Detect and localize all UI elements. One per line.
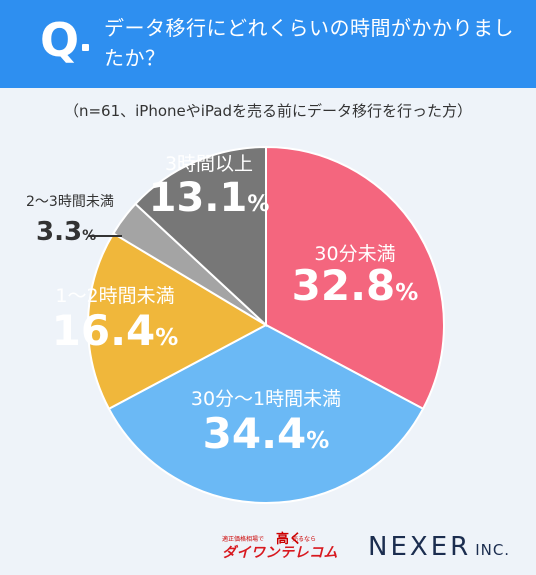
- slice-value: 13.1%: [149, 175, 270, 221]
- q-mark: Q: [40, 13, 80, 67]
- logo-brand: ダイワンテレコム: [222, 545, 338, 561]
- daiwan-telecom-logo: 適正価格相場で 高く 売るなら ダイワンテレコム: [222, 528, 342, 564]
- slice-value: 34.4%: [203, 409, 330, 458]
- nexer-logo-inc: INC.: [475, 541, 511, 559]
- slice-value: 3.3%: [36, 217, 96, 247]
- slice-value: 32.8%: [292, 261, 419, 310]
- slice-label: 3時間以上: [165, 153, 253, 175]
- slice-value: 16.4%: [52, 306, 179, 355]
- pie-slice: [87, 232, 269, 411]
- pie-slice: [107, 323, 425, 504]
- nexer-logo: NEXER INC.: [368, 532, 510, 562]
- question-text: データ移行にどれくらいの時間がかかりましたか？: [104, 16, 514, 70]
- slice-label: 30分未満: [314, 243, 395, 265]
- chart-subtitle: （n=61、iPhoneやiPadを売る前にデータ移行を行った方）: [63, 102, 473, 120]
- pie-slice: [134, 145, 267, 328]
- pie-slice: [265, 145, 445, 411]
- slice-label: 2～3時間未満: [26, 194, 114, 210]
- question-header: Q データ移行にどれくらいの時間がかかりましたか？: [0, 0, 536, 88]
- q-dot: [82, 44, 89, 51]
- logo-tagline: 適正価格相場で: [222, 536, 265, 543]
- slice-label: 30分～1時間未満: [191, 388, 341, 410]
- logo-takaku: 高く: [276, 532, 303, 547]
- logo-tagline-2: 売るなら: [292, 536, 317, 543]
- slice-label: 1～2時間未満: [55, 285, 174, 307]
- nexer-logo-text: NEXER: [368, 532, 472, 562]
